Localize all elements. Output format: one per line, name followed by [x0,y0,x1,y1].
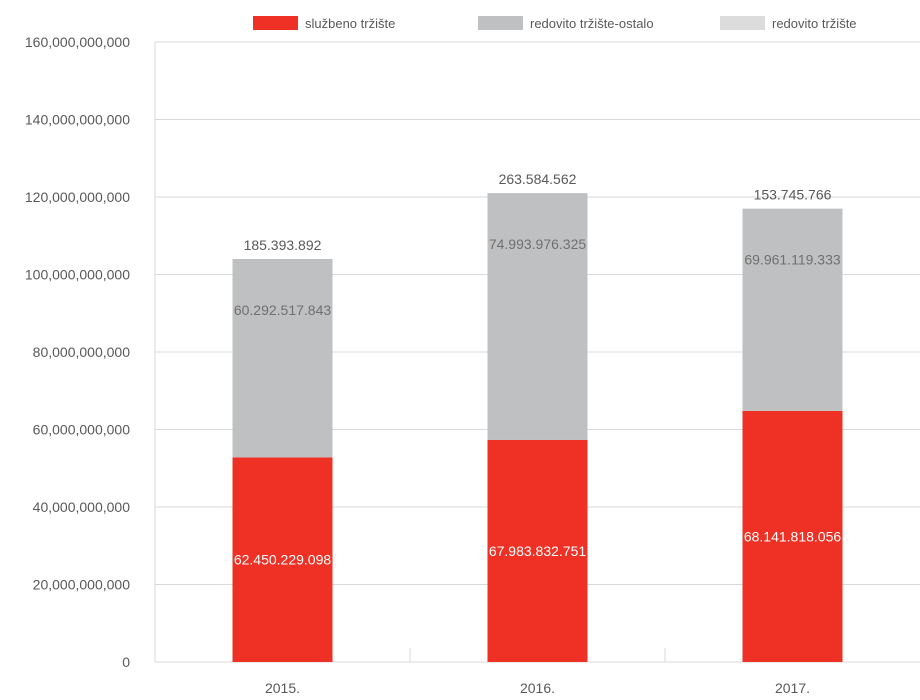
y-tick-label: 40,000,000,000 [33,499,131,515]
y-tick-label: 140,000,000,000 [25,112,130,128]
bar-segment [487,439,588,662]
legend-swatch [253,16,298,30]
y-tick-label: 160,000,000,000 [25,34,130,50]
legend-label: službeno tržište [305,16,395,31]
y-tick-label: 80,000,000,000 [33,344,131,360]
y-tick-label: 120,000,000,000 [25,189,130,205]
legend-label: redovito tržište [772,16,857,31]
x-tick-label: 2016. [520,680,555,696]
y-tick-label: 100,000,000,000 [25,267,130,283]
x-tick-label: 2017. [775,680,810,696]
data-label: 185.393.892 [244,237,322,253]
data-label: 60.292.517.843 [234,302,332,318]
bar-segment [232,259,333,458]
bar-segment [742,208,843,411]
data-label: 153.745.766 [754,187,832,203]
legend-label: redovito tržište-ostalo [530,16,654,31]
bar-segment [232,457,333,662]
legend-swatch [478,16,523,30]
data-label: 68.141.818.056 [744,528,842,544]
data-label: 67.983.832.751 [489,543,587,559]
bar-segment [487,193,588,440]
data-label: 69.961.119.333 [744,252,840,268]
y-tick-label: 20,000,000,000 [33,577,131,593]
data-label: 263.584.562 [499,171,577,187]
y-tick-label: 60,000,000,000 [33,422,131,438]
data-label: 62.450.229.098 [234,552,332,568]
data-label: 74.993.976.325 [489,236,587,252]
y-tick-label: 0 [122,654,130,670]
legend-swatch [720,16,765,30]
x-tick-label: 2015. [265,680,300,696]
bar-segment [742,410,843,662]
